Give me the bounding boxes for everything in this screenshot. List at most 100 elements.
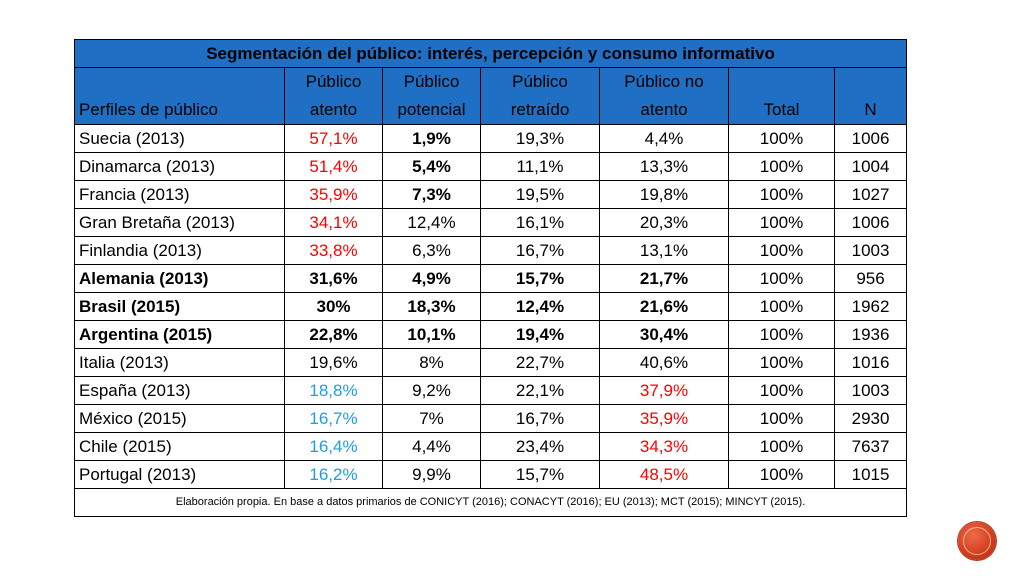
table-row: Dinamarca (2013) 51,4% 5,4% 11,1% 13,3% … xyxy=(74,152,908,181)
table-row: Alemania (2013) 31,6% 4,9% 15,7% 21,7% 1… xyxy=(74,264,908,293)
cell-no-atento: 21,7% xyxy=(599,264,729,293)
table-row: Gran Bretaña (2013) 34,1% 12,4% 16,1% 20… xyxy=(74,208,908,237)
header-total: Total xyxy=(728,67,835,125)
table-row: Finlandia (2013) 33,8% 6,3% 16,7% 13,1% … xyxy=(74,236,908,265)
cell-potencial: 7,3% xyxy=(382,180,481,209)
cell-atento: 16,7% xyxy=(284,404,383,433)
row-label: Brasil (2015) xyxy=(74,292,285,321)
cell-potencial: 1,9% xyxy=(382,124,481,153)
cell-potencial: 9,2% xyxy=(382,376,481,405)
cell-no-atento: 40,6% xyxy=(599,348,729,377)
row-label: Argentina (2015) xyxy=(74,320,285,349)
cell-atento: 34,1% xyxy=(284,208,383,237)
cell-retraido: 15,7% xyxy=(480,264,600,293)
table-footnote: Elaboración propia. En base a datos prim… xyxy=(73,488,908,517)
row-label: España (2013) xyxy=(74,376,285,405)
cell-retraido: 22,7% xyxy=(480,348,600,377)
cell-n: 1027 xyxy=(833,180,908,209)
cell-n: 1003 xyxy=(833,376,908,405)
cell-retraido: 16,7% xyxy=(480,404,600,433)
cell-no-atento: 20,3% xyxy=(599,208,729,237)
cell-atento: 30% xyxy=(284,292,383,321)
cell-total: 100% xyxy=(728,320,835,349)
header-publico-potencial: Público potencial xyxy=(382,67,481,125)
row-label: Finlandia (2013) xyxy=(74,236,285,265)
cell-n: 2930 xyxy=(833,404,908,433)
cell-retraido: 16,7% xyxy=(480,236,600,265)
table-row: Italia (2013) 19,6% 8% 22,7% 40,6% 100% … xyxy=(74,348,908,377)
cell-potencial: 5,4% xyxy=(382,152,481,181)
cell-total: 100% xyxy=(728,124,835,153)
cell-total: 100% xyxy=(728,460,835,489)
cell-no-atento: 21,6% xyxy=(599,292,729,321)
cell-atento: 16,4% xyxy=(284,432,383,461)
cell-total: 100% xyxy=(728,348,835,377)
cell-retraido: 11,1% xyxy=(480,152,600,181)
header-profiles: Perfiles de público xyxy=(74,67,285,125)
cell-n: 1015 xyxy=(833,460,908,489)
cell-atento: 57,1% xyxy=(284,124,383,153)
cell-atento: 33,8% xyxy=(284,236,383,265)
cell-n: 1006 xyxy=(833,124,908,153)
table-row: Brasil (2015) 30% 18,3% 12,4% 21,6% 100%… xyxy=(74,292,908,321)
table-header-row: Perfiles de público Público atento Públic… xyxy=(74,67,908,125)
cell-atento: 51,4% xyxy=(284,152,383,181)
table-row: España (2013) 18,8% 9,2% 22,1% 37,9% 100… xyxy=(74,376,908,405)
cell-potencial: 18,3% xyxy=(382,292,481,321)
row-label: Alemania (2013) xyxy=(74,264,285,293)
cell-no-atento: 13,3% xyxy=(599,152,729,181)
cell-retraido: 19,3% xyxy=(480,124,600,153)
cell-n: 1936 xyxy=(833,320,908,349)
cell-total: 100% xyxy=(728,264,835,293)
red-circle-seal-icon xyxy=(958,522,996,560)
header-n: N xyxy=(833,67,908,125)
cell-potencial: 10,1% xyxy=(382,320,481,349)
header-publico-retraido: Público retraído xyxy=(480,67,600,125)
cell-total: 100% xyxy=(728,152,835,181)
cell-potencial: 12,4% xyxy=(382,208,481,237)
cell-atento: 18,8% xyxy=(284,376,383,405)
row-label: Suecia (2013) xyxy=(74,124,285,153)
cell-retraido: 19,5% xyxy=(480,180,600,209)
cell-retraido: 22,1% xyxy=(480,376,600,405)
cell-total: 100% xyxy=(728,376,835,405)
cell-potencial: 4,4% xyxy=(382,432,481,461)
cell-potencial: 8% xyxy=(382,348,481,377)
row-label: Chile (2015) xyxy=(74,432,285,461)
cell-total: 100% xyxy=(728,180,835,209)
cell-no-atento: 4,4% xyxy=(599,124,729,153)
cell-atento: 35,9% xyxy=(284,180,383,209)
cell-atento: 19,6% xyxy=(284,348,383,377)
row-label: Italia (2013) xyxy=(74,348,285,377)
cell-potencial: 6,3% xyxy=(382,236,481,265)
cell-n: 1004 xyxy=(833,152,908,181)
table-row: Suecia (2013) 57,1% 1,9% 19,3% 4,4% 100%… xyxy=(74,124,908,153)
cell-atento: 22,8% xyxy=(284,320,383,349)
row-label: Francia (2013) xyxy=(74,180,285,209)
header-publico-no-atento: Público no atento xyxy=(599,67,729,125)
seal-ring xyxy=(963,527,991,555)
cell-n: 956 xyxy=(833,264,908,293)
cell-no-atento: 34,3% xyxy=(599,432,729,461)
table-row: Francia (2013) 35,9% 7,3% 19,5% 19,8% 10… xyxy=(74,180,908,209)
table-row: México (2015) 16,7% 7% 16,7% 35,9% 100% … xyxy=(74,404,908,433)
cell-n: 1962 xyxy=(833,292,908,321)
cell-potencial: 4,9% xyxy=(382,264,481,293)
segmentation-table: Segmentación del público: interés, perce… xyxy=(73,39,908,517)
table-footer-row: Elaboración propia. En base a datos prim… xyxy=(73,488,908,517)
table-row: Portugal (2013) 16,2% 9,9% 15,7% 48,5% 1… xyxy=(74,460,908,489)
cell-retraido: 12,4% xyxy=(480,292,600,321)
cell-total: 100% xyxy=(728,432,835,461)
cell-no-atento: 19,8% xyxy=(599,180,729,209)
cell-retraido: 19,4% xyxy=(480,320,600,349)
header-publico-atento: Público atento xyxy=(284,67,383,125)
row-label: México (2015) xyxy=(74,404,285,433)
cell-n: 7637 xyxy=(833,432,908,461)
table-title-row: Segmentación del público: interés, perce… xyxy=(73,39,908,68)
cell-n: 1006 xyxy=(833,208,908,237)
cell-atento: 31,6% xyxy=(284,264,383,293)
cell-retraido: 23,4% xyxy=(480,432,600,461)
cell-retraido: 16,1% xyxy=(480,208,600,237)
cell-no-atento: 48,5% xyxy=(599,460,729,489)
